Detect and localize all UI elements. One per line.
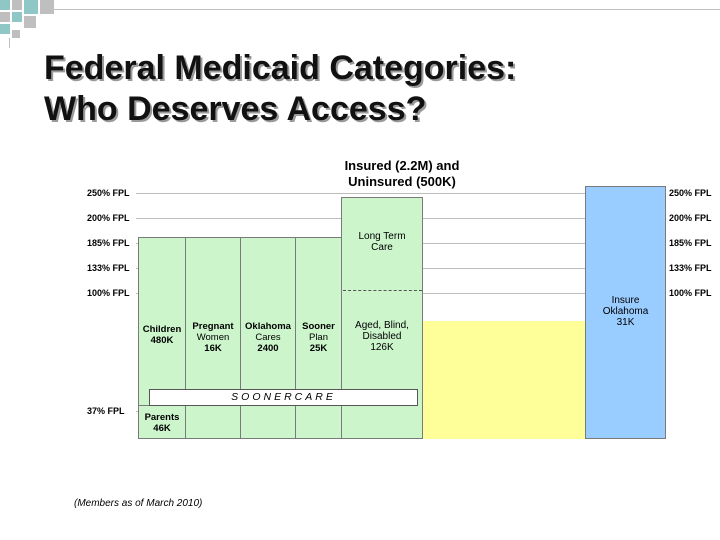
insure-name-1: Insure [611, 295, 640, 306]
fpl-right-100: 100% FPL [669, 288, 712, 298]
fpl-left-37: 37% FPL [87, 406, 125, 416]
parents-name: Parents [144, 412, 180, 423]
corner-square [24, 16, 36, 28]
soonercare-banner: SOONERCARE [149, 389, 418, 406]
parents-count: 46K [153, 423, 171, 434]
corner-square [0, 24, 10, 34]
abd-name-2: Disabled [362, 331, 402, 342]
fpl-left-185: 185% FPL [87, 238, 130, 248]
pregnant-name-2: Women [196, 332, 230, 343]
insured-uninsured-header: Insured (2.2M) and Uninsured (500K) [322, 158, 482, 190]
corner-square [24, 0, 38, 14]
corner-line-horizontal [54, 9, 720, 10]
sooner-count: 25K [309, 343, 328, 354]
corner-square [0, 0, 10, 10]
gridline-250 [136, 193, 666, 194]
fpl-right-200: 200% FPL [669, 213, 712, 223]
pregnant-count: 16K [204, 343, 222, 354]
ltc-name-1: Long Term [358, 231, 406, 242]
corner-square [40, 0, 54, 14]
pregnant-name-1: Pregnant [192, 321, 234, 332]
fpl-left-200: 200% FPL [87, 213, 130, 223]
sooner-name-1: Sooner [302, 321, 335, 332]
okcares-name-1: Oklahoma [245, 321, 291, 332]
corner-square [12, 30, 20, 38]
fpl-left-100: 100% FPL [87, 288, 130, 298]
fpl-right-185: 185% FPL [669, 238, 712, 248]
label-long-term-care: Long Term Care [341, 231, 423, 253]
fpl-right-250: 250% FPL [669, 188, 712, 198]
corner-square [12, 0, 22, 10]
abd-name-1: Aged, Blind, [355, 320, 409, 331]
slide-title: Federal Medicaid Categories: Who Deserve… [44, 48, 684, 130]
box-insure-oklahoma [585, 186, 666, 439]
long-term-care-divider [343, 290, 422, 291]
label-insure-oklahoma: Insure Oklahoma 31K [585, 295, 666, 328]
okcares-name-2: Cares [255, 332, 281, 343]
label-pregnant-women: Pregnant Women 16K [185, 321, 241, 354]
children-count: 480K [150, 335, 174, 346]
children-name: Children [142, 324, 182, 335]
fpl-left-133: 133% FPL [87, 263, 130, 273]
sooner-name-2: Plan [308, 332, 328, 343]
label-oklahoma-cares: Oklahoma Cares 2400 [240, 321, 296, 354]
uninsured-region [423, 321, 585, 439]
label-children: Children 480K [138, 324, 186, 346]
label-aged-blind-disabled: Aged, Blind, Disabled 126K [341, 320, 423, 353]
header-line-2: Uninsured (500K) [348, 174, 456, 189]
title-line-2: Who Deserves Access? [44, 90, 427, 128]
footnote: (Members as of March 2010) [74, 498, 203, 509]
okcares-count: 2400 [257, 343, 279, 354]
label-parents: Parents 46K [138, 412, 186, 434]
corner-square [12, 12, 22, 22]
label-sooner-plan: Sooner Plan 25K [295, 321, 342, 354]
corner-square [0, 12, 10, 22]
ltc-name-2: Care [371, 242, 393, 253]
header-line-1: Insured (2.2M) and [344, 158, 460, 173]
insure-count: 31K [616, 317, 635, 328]
corner-line-vertical [9, 38, 10, 48]
abd-count: 126K [370, 342, 394, 353]
title-line-1: Federal Medicaid Categories: [44, 49, 517, 87]
fpl-right-133: 133% FPL [669, 263, 712, 273]
fpl-left-250: 250% FPL [87, 188, 130, 198]
insure-name-2: Oklahoma [602, 306, 649, 317]
